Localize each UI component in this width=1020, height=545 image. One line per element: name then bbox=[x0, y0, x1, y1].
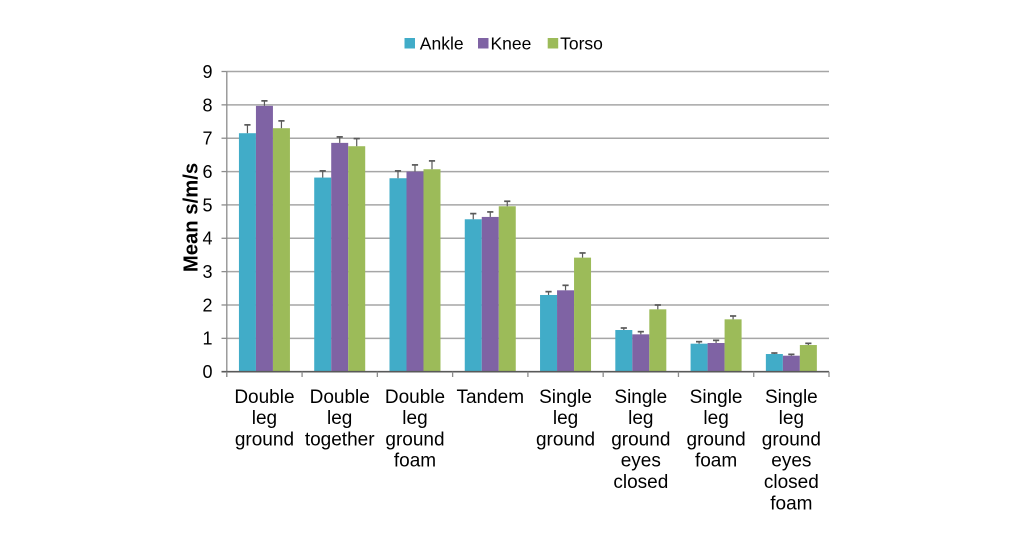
svg-text:foam: foam bbox=[770, 493, 812, 514]
svg-text:foam: foam bbox=[695, 451, 737, 472]
svg-text:Knee: Knee bbox=[491, 34, 532, 54]
svg-text:5: 5 bbox=[202, 195, 212, 215]
svg-text:ground: ground bbox=[762, 429, 821, 450]
svg-text:together: together bbox=[305, 429, 375, 450]
svg-text:Double: Double bbox=[310, 387, 370, 408]
svg-text:ground: ground bbox=[235, 429, 294, 450]
svg-text:ground: ground bbox=[611, 429, 670, 450]
svg-text:ground: ground bbox=[536, 429, 595, 450]
svg-text:leg: leg bbox=[402, 408, 427, 429]
svg-text:leg: leg bbox=[553, 408, 578, 429]
svg-text:ground: ground bbox=[687, 429, 746, 450]
svg-text:ground: ground bbox=[385, 429, 444, 450]
svg-text:eyes: eyes bbox=[771, 451, 811, 472]
svg-text:6: 6 bbox=[202, 162, 212, 182]
svg-text:leg: leg bbox=[779, 408, 804, 429]
svg-text:Torso: Torso bbox=[560, 34, 603, 54]
svg-text:Single: Single bbox=[765, 387, 818, 408]
svg-text:Single: Single bbox=[539, 387, 592, 408]
svg-text:8: 8 bbox=[202, 95, 212, 115]
svg-text:closed: closed bbox=[613, 472, 668, 493]
svg-text:leg: leg bbox=[628, 408, 653, 429]
svg-text:4: 4 bbox=[202, 229, 212, 249]
svg-text:2: 2 bbox=[202, 295, 212, 315]
svg-text:foam: foam bbox=[394, 451, 436, 472]
svg-text:Double: Double bbox=[385, 387, 445, 408]
svg-text:Single: Single bbox=[690, 387, 743, 408]
svg-text:Tandem: Tandem bbox=[456, 387, 524, 408]
svg-text:leg: leg bbox=[252, 408, 277, 429]
svg-text:0: 0 bbox=[202, 362, 212, 382]
svg-text:1: 1 bbox=[202, 329, 212, 349]
svg-text:Ankle: Ankle bbox=[420, 34, 464, 54]
svg-text:closed: closed bbox=[764, 472, 819, 493]
svg-text:3: 3 bbox=[202, 262, 212, 282]
svg-text:Single: Single bbox=[614, 387, 667, 408]
svg-text:Double: Double bbox=[234, 387, 294, 408]
svg-text:eyes: eyes bbox=[621, 451, 661, 472]
svg-text:leg: leg bbox=[703, 408, 728, 429]
svg-text:9: 9 bbox=[202, 62, 212, 82]
svg-text:7: 7 bbox=[202, 129, 212, 149]
svg-text:Mean s/m/s: Mean s/m/s bbox=[180, 163, 202, 272]
svg-text:leg: leg bbox=[327, 408, 352, 429]
